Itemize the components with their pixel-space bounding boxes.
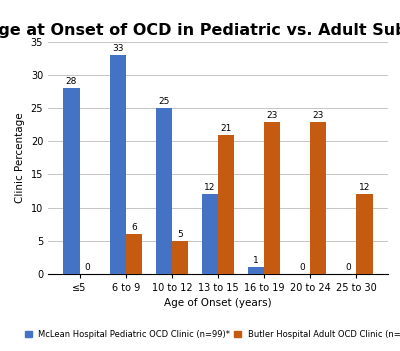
Bar bbox=[110, 55, 126, 274]
Bar bbox=[172, 241, 188, 274]
Bar bbox=[264, 121, 280, 274]
Y-axis label: Clinic Percentage: Clinic Percentage bbox=[15, 113, 25, 203]
Text: 12: 12 bbox=[359, 183, 370, 192]
Bar bbox=[64, 88, 80, 274]
Bar bbox=[126, 234, 142, 274]
Text: 0: 0 bbox=[299, 263, 305, 272]
Legend: McLean Hospital Pediatric OCD Clinic (n=99)*, Butler Hospital Adult OCD Clinic (: McLean Hospital Pediatric OCD Clinic (n=… bbox=[25, 330, 400, 339]
Bar bbox=[356, 194, 372, 274]
Bar bbox=[310, 121, 326, 274]
Text: 1: 1 bbox=[253, 256, 259, 265]
Text: 12: 12 bbox=[204, 183, 216, 192]
Text: 0: 0 bbox=[346, 263, 351, 272]
Title: Age at Onset of OCD in Pediatric vs. Adult Subjects: Age at Onset of OCD in Pediatric vs. Adu… bbox=[0, 23, 400, 38]
X-axis label: Age of Onset (years): Age of Onset (years) bbox=[164, 298, 272, 309]
Text: 23: 23 bbox=[266, 111, 278, 120]
Bar bbox=[202, 194, 218, 274]
Text: 5: 5 bbox=[177, 230, 183, 239]
Text: 23: 23 bbox=[313, 111, 324, 120]
Text: 25: 25 bbox=[158, 97, 170, 106]
Text: 6: 6 bbox=[131, 223, 137, 232]
Bar bbox=[218, 135, 234, 274]
Bar bbox=[248, 267, 264, 274]
Text: 0: 0 bbox=[85, 263, 90, 272]
Text: 21: 21 bbox=[220, 124, 232, 133]
Text: 28: 28 bbox=[66, 78, 77, 86]
Bar bbox=[156, 108, 172, 274]
Text: 33: 33 bbox=[112, 44, 124, 53]
